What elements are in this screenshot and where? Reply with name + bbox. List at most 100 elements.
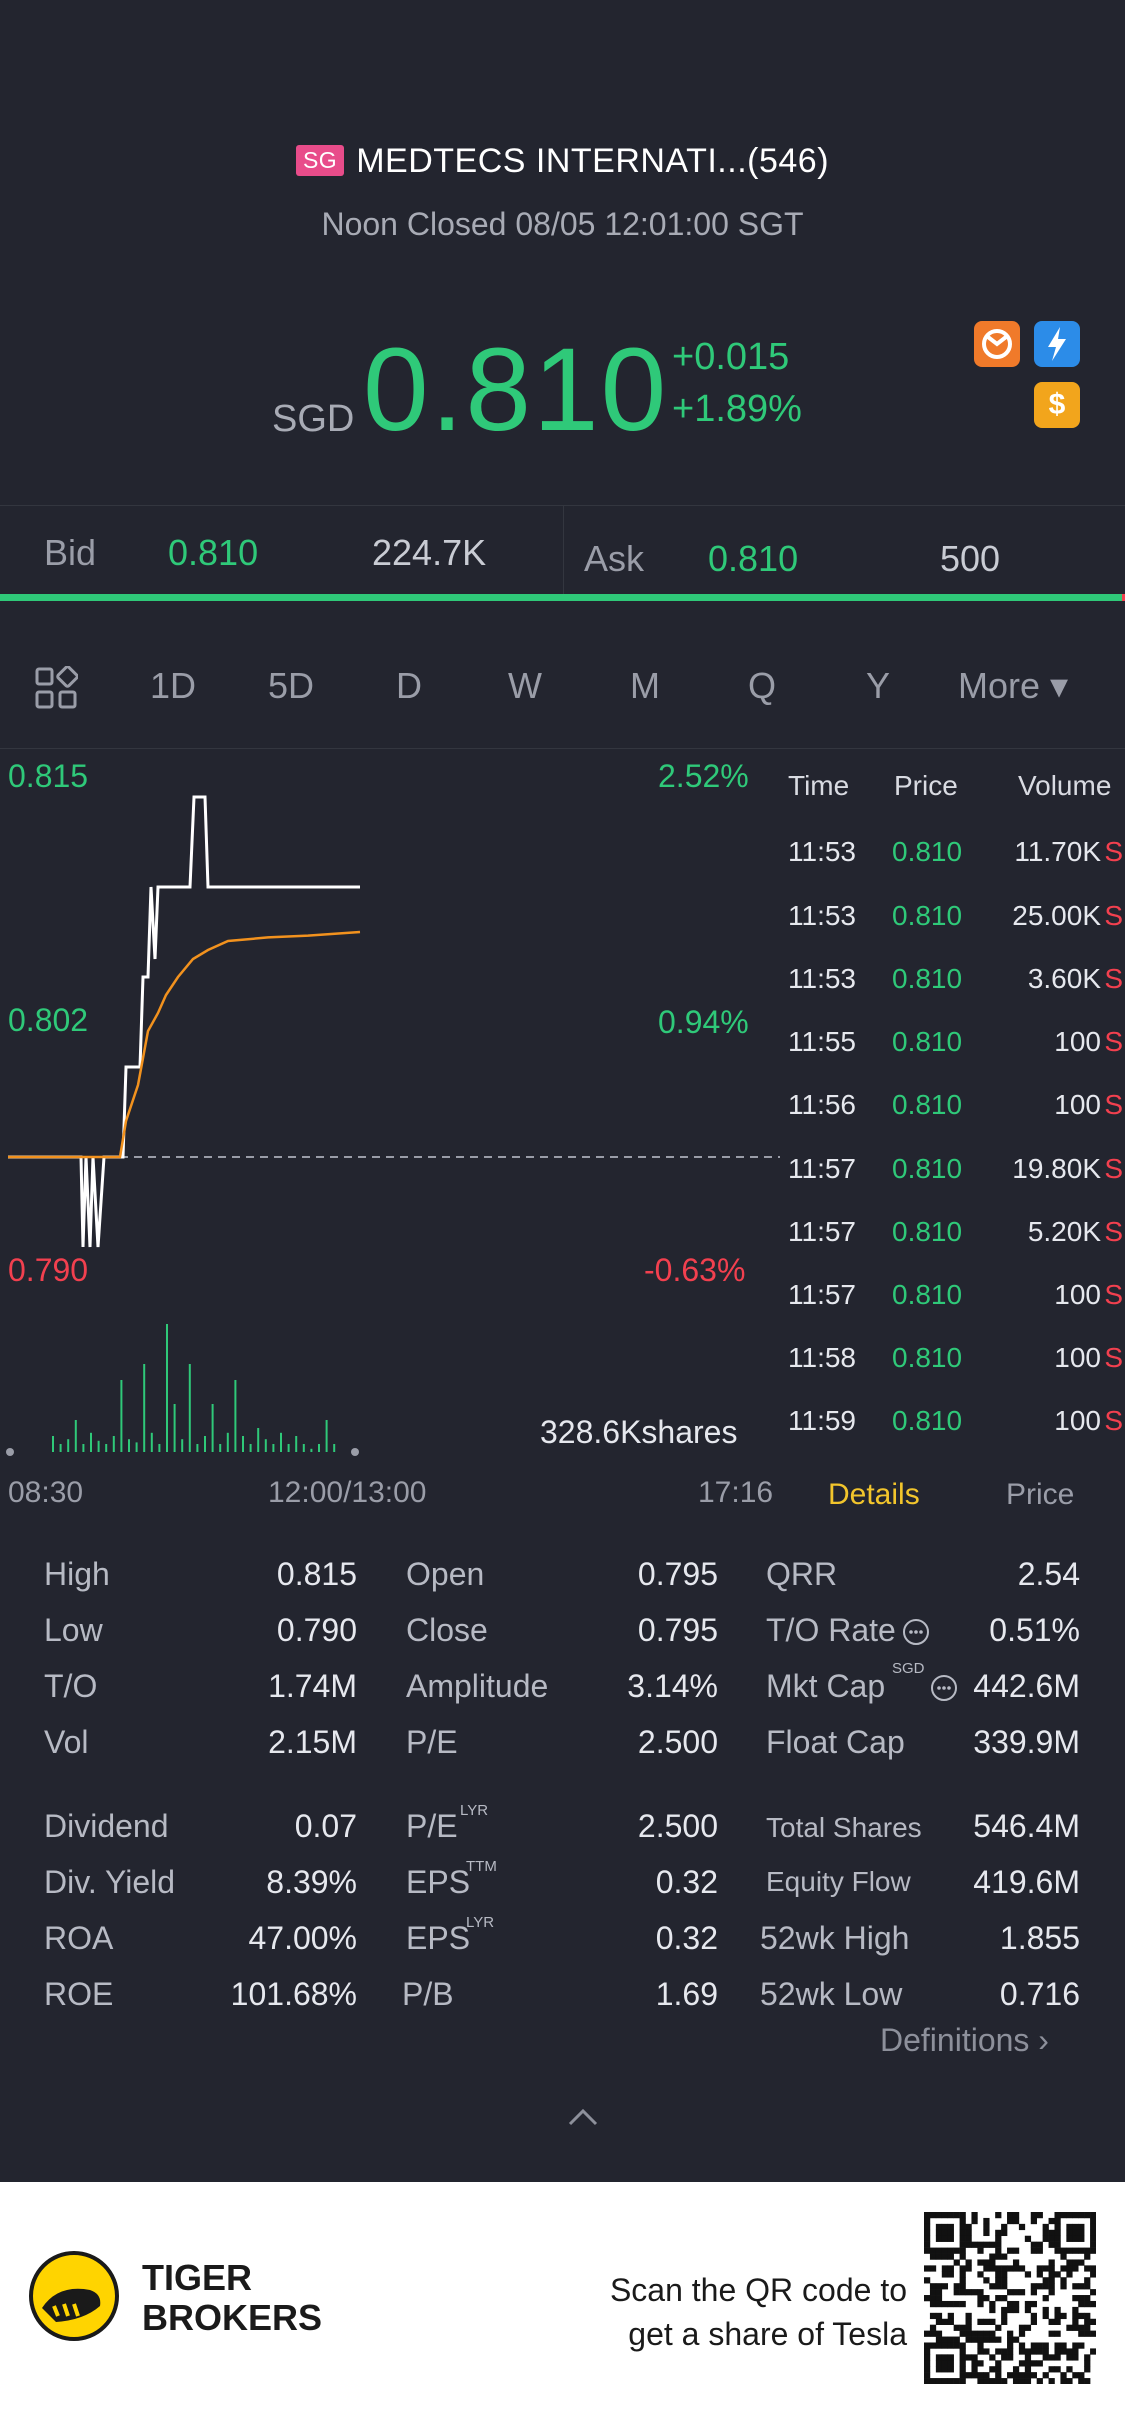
volume-bar: [166, 1324, 168, 1452]
trade-side: S: [1104, 1405, 1123, 1436]
volume-bar: [310, 1448, 313, 1452]
volume-bar: [226, 1432, 229, 1452]
tab-q[interactable]: Q: [748, 665, 777, 706]
stat-label: Low: [44, 1612, 103, 1648]
definitions-link[interactable]: Definitions ›: [880, 2022, 1049, 2059]
tab-d[interactable]: D: [396, 665, 422, 706]
trade-side: S: [1104, 1279, 1123, 1310]
trade-price: 0.810: [892, 1089, 963, 1120]
trade-price: 0.810: [892, 900, 963, 931]
trade-volume: 5.20K: [1027, 1216, 1101, 1247]
qr-code[interactable]: [924, 2212, 1096, 2384]
stat-value: 0.795: [637, 1556, 718, 1592]
trade-row: 11:58 0.810 100 S: [780, 1342, 1125, 1382]
stat-label: Div. Yield: [44, 1864, 176, 1900]
info-icon[interactable]: [930, 1674, 958, 1702]
tab-w[interactable]: W: [508, 665, 542, 706]
price-change-pct: +1.89%: [672, 388, 802, 430]
trade-time: 11:53: [788, 900, 856, 931]
stat-superscript: TTM: [466, 1858, 497, 1875]
tab-more[interactable]: More ▾: [958, 665, 1069, 706]
trade-row: 11:56 0.810 100 S: [780, 1089, 1125, 1129]
stat-label: High: [44, 1556, 110, 1592]
stat-label: Float Cap: [766, 1724, 905, 1760]
volume-bar: [249, 1444, 252, 1452]
volume-endpoint: [351, 1448, 359, 1456]
volume-bar: [158, 1444, 161, 1452]
volume-bar: [234, 1380, 237, 1452]
stat-value: 0.716: [999, 1976, 1080, 2012]
trade-price: 0.810: [892, 963, 963, 994]
volume-bar: [173, 1404, 176, 1452]
stat-value: 419.6M: [973, 1864, 1080, 1900]
brand-line-2: BROKERS: [142, 2297, 323, 2338]
trade-time: 11:59: [788, 1405, 856, 1436]
bid-ask-ratio-bar: [0, 594, 1122, 601]
volume-bar: [302, 1444, 305, 1452]
volume-bar: [82, 1444, 85, 1452]
stat-superscript: LYR: [460, 1802, 489, 1819]
price-currency: SGD: [272, 398, 355, 440]
stat-value: 0.32: [655, 1920, 718, 1956]
volume-bar: [59, 1444, 62, 1452]
brand-line-1: TIGER: [142, 2257, 253, 2298]
stat-label: Open: [406, 1556, 485, 1592]
trade-volume: 100: [1054, 1089, 1101, 1120]
trade-side: S: [1104, 963, 1123, 994]
volume-bar: [150, 1432, 153, 1452]
trade-volume: 25.00K: [1012, 900, 1101, 931]
stat-value: 2.54: [1017, 1556, 1080, 1592]
dollar-icon[interactable]: $: [1034, 382, 1080, 428]
info-icon[interactable]: [902, 1618, 930, 1646]
pct-label-high: 2.52%: [658, 758, 749, 794]
tab-m[interactable]: M: [630, 665, 660, 706]
stat-superscript: LYR: [466, 1914, 495, 1931]
bid-size: 224.7K: [372, 532, 487, 573]
tab-5d[interactable]: 5D: [268, 665, 315, 706]
stat-label: Mkt Cap: [766, 1668, 886, 1704]
tab-1d[interactable]: 1D: [150, 665, 197, 706]
stat-value: 2.15M: [268, 1724, 357, 1760]
y-label-mid: 0.802: [8, 1002, 89, 1038]
volume-bar: [128, 1439, 130, 1452]
y-label-high: 0.815: [8, 758, 89, 794]
tab-details[interactable]: Details: [828, 1478, 920, 1511]
tab-price[interactable]: Price: [1006, 1478, 1075, 1511]
volume-bar: [219, 1444, 222, 1452]
trade-volume: 100: [1054, 1405, 1101, 1436]
market-status: Noon Closed 08/05 12:01:00 SGT: [321, 206, 804, 242]
volume-bar: [105, 1444, 108, 1452]
stat-value: 1.69: [655, 1976, 718, 2012]
definitions-label: Definitions: [880, 2022, 1030, 2058]
stat-label: Close: [406, 1612, 488, 1648]
grid-icon[interactable]: [34, 665, 79, 710]
intraday-chart[interactable]: [0, 752, 780, 1512]
trade-volume: 11.70K: [1014, 836, 1101, 867]
trade-volume: 100: [1054, 1279, 1101, 1310]
volume-bar: [74, 1420, 77, 1452]
lightning-level1-icon[interactable]: [1034, 321, 1080, 367]
stat-value: 339.9M: [973, 1724, 1080, 1760]
stat-label: EPS: [406, 1920, 471, 1956]
tab-y[interactable]: Y: [866, 665, 891, 706]
ask-ratio-segment: [1122, 594, 1125, 601]
trade-price: 0.810: [892, 1216, 963, 1247]
chevron-up-icon[interactable]: [566, 2106, 600, 2128]
volume-bar: [257, 1428, 260, 1452]
volume-bar: [280, 1432, 282, 1452]
volume-bar: [135, 1442, 138, 1452]
trade-price: 0.810: [892, 1026, 963, 1057]
volume-bar: [120, 1380, 123, 1452]
stat-value: 2.500: [637, 1808, 718, 1844]
stat-value: 0.795: [637, 1612, 718, 1648]
stat-value: 0.790: [276, 1612, 357, 1648]
trade-side: S: [1104, 1342, 1123, 1373]
stat-value: 47.00%: [248, 1920, 357, 1956]
refresh-coin-icon[interactable]: [974, 321, 1020, 367]
stat-label: Total Shares: [766, 1812, 922, 1843]
volume-bar: [264, 1439, 267, 1452]
avg-price-line: [8, 930, 361, 1159]
mkt-cap-currency: SGD: [892, 1660, 925, 1677]
promo-footer[interactable]: TIGER BROKERS Scan the QR code to get a …: [0, 2182, 1125, 2412]
trade-row: 11:53 0.810 3.60K S: [780, 963, 1125, 1003]
